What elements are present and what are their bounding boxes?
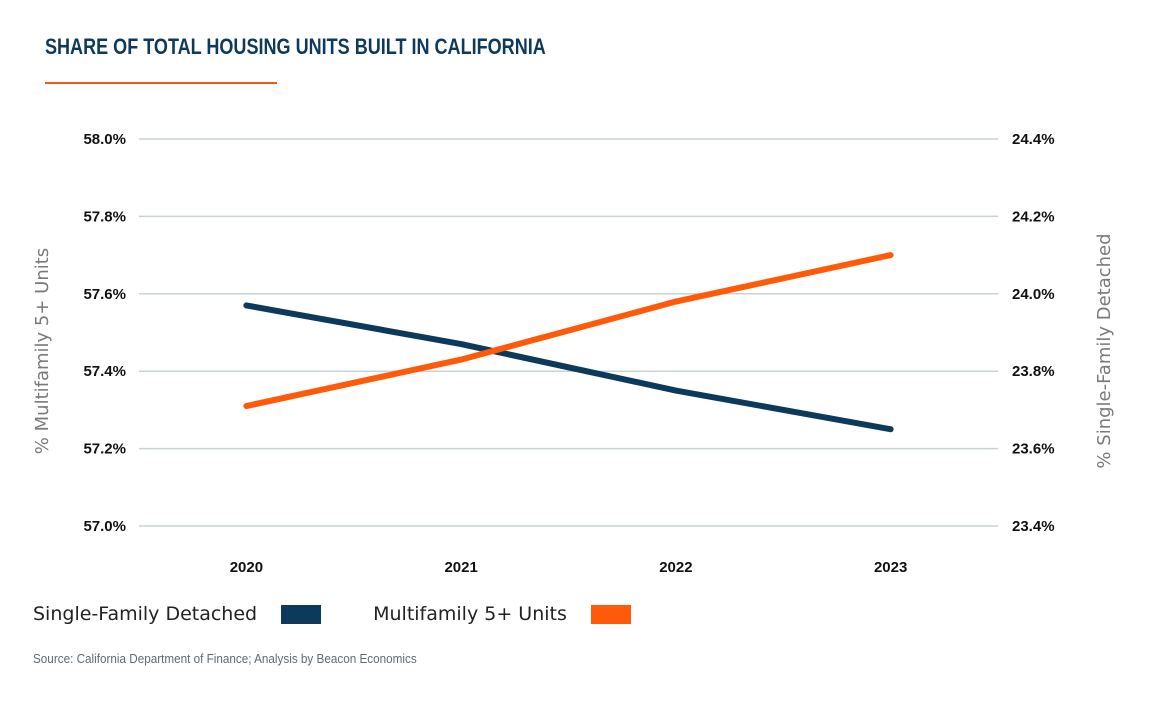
x-tick-label: 2021 [444, 559, 477, 576]
x-tick-label: 2022 [659, 559, 692, 576]
left-tick-label: 57.2% [83, 441, 126, 458]
series-lines [243, 252, 894, 433]
legend-item-multifamily: Multifamily 5+ Units [373, 603, 631, 625]
right-tick-label: 23.8% [1012, 363, 1055, 380]
series-line-single-family-detached [243, 302, 894, 433]
left-tick-label: 57.6% [83, 286, 126, 303]
legend: Single-Family Detached Multifamily 5+ Un… [33, 603, 631, 625]
left-tick-label: 58.0% [83, 131, 126, 148]
source-note: Source: California Department of Finance… [33, 651, 417, 666]
right-tick-label: 24.0% [1012, 286, 1055, 303]
right-axis-ticks: 23.4% 23.6% 23.8% 24.0% 24.2% 24.4% [1012, 131, 1055, 535]
chart-title: SHARE OF TOTAL HOUSING UNITS BUILT IN CA… [45, 34, 546, 59]
series-line-multifamily-5-units [243, 252, 894, 410]
right-tick-label: 24.2% [1012, 208, 1055, 225]
x-axis-ticks: 2020 2021 2022 2023 [230, 559, 908, 576]
x-tick-label: 2023 [874, 559, 907, 576]
left-tick-label: 57.4% [83, 363, 126, 380]
x-tick-label: 2020 [230, 559, 263, 576]
left-tick-label: 57.8% [83, 208, 126, 225]
left-axis-ticks: 57.0% 57.2% 57.4% 57.6% 57.8% 58.0% [83, 131, 126, 535]
right-axis-title: % Single-Family Detached [1094, 233, 1115, 468]
legend-item-single-family: Single-Family Detached [33, 603, 322, 625]
gridlines [139, 138, 998, 527]
left-axis-title: % Multifamily 5+ Units [32, 248, 53, 454]
legend-swatch-multifamily [590, 604, 631, 624]
legend-swatch-single-family [281, 604, 322, 624]
right-tick-label: 23.6% [1012, 441, 1055, 458]
title-underline [45, 82, 277, 84]
legend-label-multifamily: Multifamily 5+ Units [373, 603, 567, 625]
legend-label-single-family: Single-Family Detached [33, 603, 258, 625]
right-tick-label: 24.4% [1012, 131, 1055, 148]
left-tick-label: 57.0% [83, 518, 126, 535]
right-tick-label: 23.4% [1012, 518, 1055, 535]
